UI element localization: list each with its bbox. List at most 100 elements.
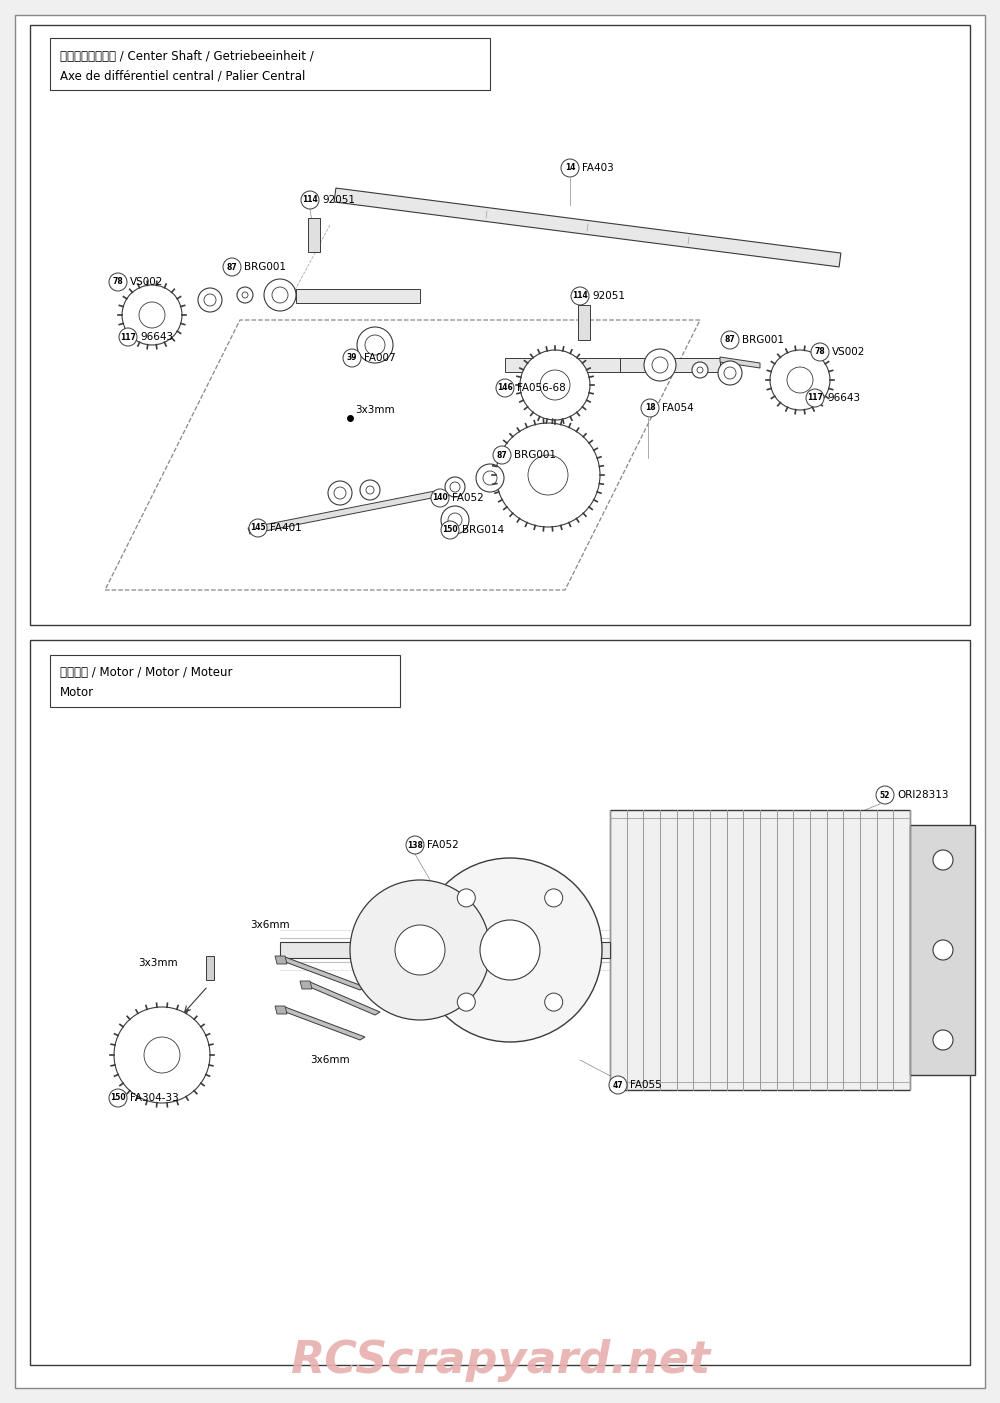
Circle shape bbox=[770, 349, 830, 410]
Polygon shape bbox=[505, 358, 620, 372]
Circle shape bbox=[876, 786, 894, 804]
Circle shape bbox=[334, 487, 346, 499]
Text: 87: 87 bbox=[227, 262, 237, 272]
Circle shape bbox=[483, 471, 497, 485]
Text: Axe de différentiel central / Palier Central: Axe de différentiel central / Palier Cen… bbox=[60, 70, 305, 83]
Circle shape bbox=[571, 288, 589, 304]
Circle shape bbox=[360, 480, 380, 499]
Polygon shape bbox=[280, 957, 365, 991]
Text: 117: 117 bbox=[807, 393, 823, 403]
Text: 146: 146 bbox=[497, 383, 513, 393]
Text: Motor: Motor bbox=[60, 686, 94, 700]
Text: 114: 114 bbox=[572, 292, 588, 300]
Circle shape bbox=[366, 485, 374, 494]
Text: VS002: VS002 bbox=[832, 347, 865, 356]
Text: RCScrapyard.net: RCScrapyard.net bbox=[290, 1338, 710, 1382]
Text: 3x6mm: 3x6mm bbox=[250, 920, 290, 930]
Text: 18: 18 bbox=[645, 404, 655, 412]
Circle shape bbox=[641, 398, 659, 417]
Bar bbox=[30, 25, 970, 624]
Text: 138: 138 bbox=[407, 840, 423, 849]
Text: FA403: FA403 bbox=[582, 163, 614, 173]
Polygon shape bbox=[620, 358, 720, 372]
Circle shape bbox=[718, 361, 742, 384]
Circle shape bbox=[609, 1076, 627, 1094]
Circle shape bbox=[545, 890, 563, 906]
Polygon shape bbox=[280, 1007, 365, 1040]
Circle shape bbox=[933, 1030, 953, 1049]
Text: FA054: FA054 bbox=[662, 403, 694, 412]
Text: 150: 150 bbox=[110, 1093, 126, 1103]
Text: 150: 150 bbox=[442, 526, 458, 535]
Circle shape bbox=[457, 993, 475, 1012]
Circle shape bbox=[301, 191, 319, 209]
Polygon shape bbox=[334, 188, 841, 267]
Polygon shape bbox=[275, 955, 287, 964]
Bar bbox=[30, 640, 970, 1365]
Circle shape bbox=[692, 362, 708, 377]
Text: センターシャフト / Center Shaft / Getriebeeinheit /: センターシャフト / Center Shaft / Getriebeeinhei… bbox=[60, 49, 314, 63]
Text: 92051: 92051 bbox=[592, 290, 625, 302]
Circle shape bbox=[350, 880, 490, 1020]
Text: FA007: FA007 bbox=[364, 354, 396, 363]
Text: 14: 14 bbox=[565, 164, 575, 173]
Circle shape bbox=[561, 159, 579, 177]
Circle shape bbox=[545, 993, 563, 1012]
Text: BRG001: BRG001 bbox=[244, 262, 286, 272]
Text: 3x6mm: 3x6mm bbox=[310, 1055, 350, 1065]
Text: 96643: 96643 bbox=[140, 333, 173, 342]
Text: FA401: FA401 bbox=[270, 523, 302, 533]
Circle shape bbox=[242, 292, 248, 297]
Text: 114: 114 bbox=[302, 195, 318, 205]
Circle shape bbox=[272, 288, 288, 303]
Circle shape bbox=[119, 328, 137, 347]
Circle shape bbox=[697, 368, 703, 373]
Text: FA304-33: FA304-33 bbox=[130, 1093, 179, 1103]
Circle shape bbox=[644, 349, 676, 382]
Circle shape bbox=[365, 335, 385, 355]
Text: 145: 145 bbox=[250, 523, 266, 533]
Circle shape bbox=[450, 483, 460, 492]
Circle shape bbox=[496, 379, 514, 397]
Circle shape bbox=[787, 368, 813, 393]
Circle shape bbox=[343, 349, 361, 368]
Circle shape bbox=[264, 279, 296, 311]
Circle shape bbox=[198, 288, 222, 311]
Bar bbox=[910, 825, 975, 1075]
Text: 87: 87 bbox=[497, 450, 507, 460]
Circle shape bbox=[652, 356, 668, 373]
Circle shape bbox=[441, 521, 459, 539]
Text: 3x3mm: 3x3mm bbox=[138, 958, 178, 968]
Circle shape bbox=[480, 920, 540, 981]
Polygon shape bbox=[308, 217, 320, 253]
Circle shape bbox=[109, 274, 127, 290]
Text: VS002: VS002 bbox=[130, 276, 163, 288]
Polygon shape bbox=[300, 981, 312, 989]
Bar bbox=[610, 810, 910, 1090]
Polygon shape bbox=[720, 356, 760, 368]
Polygon shape bbox=[248, 490, 442, 535]
Circle shape bbox=[139, 302, 165, 328]
Circle shape bbox=[493, 446, 511, 464]
Circle shape bbox=[528, 455, 568, 495]
Polygon shape bbox=[206, 955, 214, 981]
Polygon shape bbox=[334, 195, 841, 260]
Circle shape bbox=[357, 327, 393, 363]
Text: BRG001: BRG001 bbox=[514, 450, 556, 460]
Text: 39: 39 bbox=[347, 354, 357, 362]
Polygon shape bbox=[280, 941, 610, 958]
Circle shape bbox=[445, 477, 465, 497]
Circle shape bbox=[520, 349, 590, 419]
Polygon shape bbox=[305, 982, 380, 1014]
Circle shape bbox=[724, 368, 736, 379]
Circle shape bbox=[457, 890, 475, 906]
Circle shape bbox=[476, 464, 504, 492]
Circle shape bbox=[406, 836, 424, 854]
Text: FA055: FA055 bbox=[630, 1080, 662, 1090]
Circle shape bbox=[223, 258, 241, 276]
Circle shape bbox=[395, 925, 445, 975]
Text: 78: 78 bbox=[113, 278, 123, 286]
Text: 117: 117 bbox=[120, 333, 136, 341]
Text: 3x3mm: 3x3mm bbox=[355, 405, 395, 415]
Circle shape bbox=[806, 389, 824, 407]
